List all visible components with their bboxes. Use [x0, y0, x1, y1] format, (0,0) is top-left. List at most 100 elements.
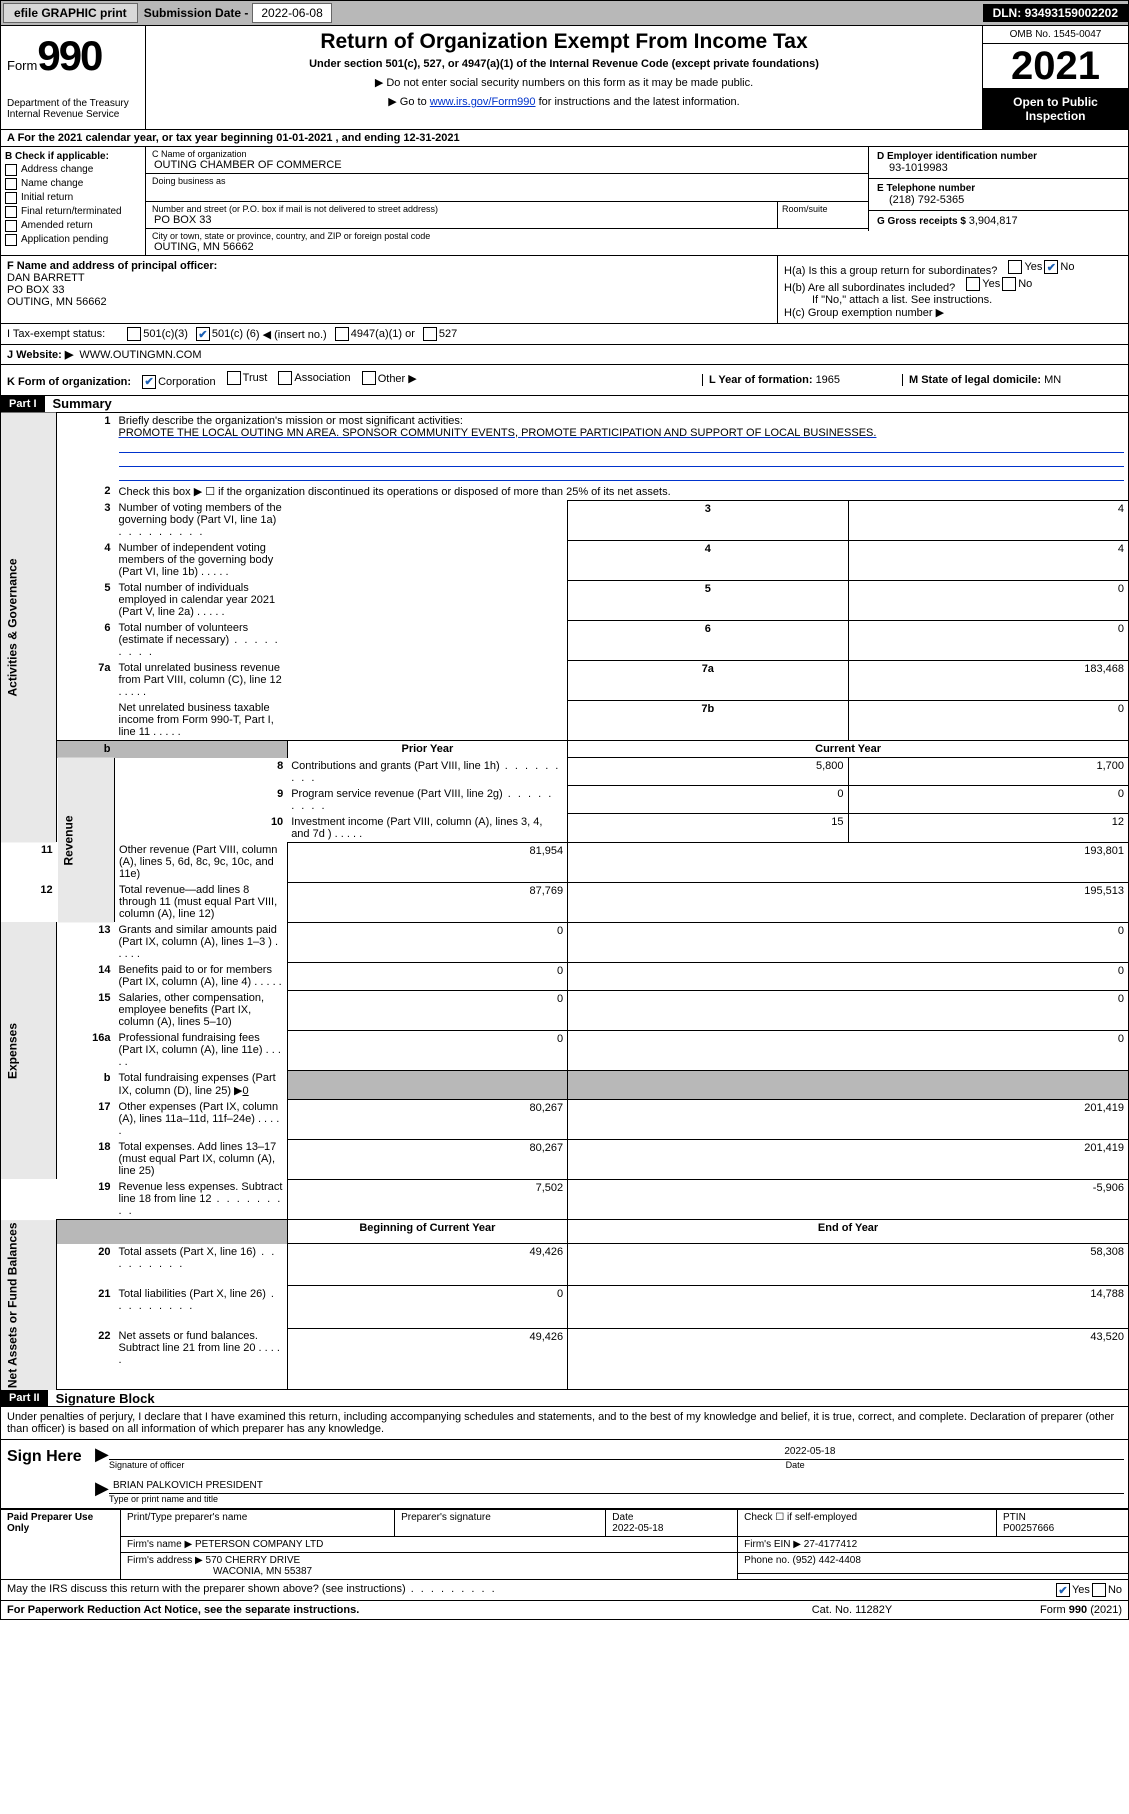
- c3-box[interactable]: [127, 327, 141, 341]
- hb-yes-box[interactable]: [966, 277, 980, 291]
- dept-treasury: Department of the Treasury Internal Reve…: [7, 98, 139, 120]
- l7b-val: 0: [848, 700, 1128, 741]
- row-fh: F Name and address of principal officer:…: [0, 256, 1129, 324]
- street-label: Number and street (or P.O. box if mail i…: [152, 204, 771, 214]
- k-other-box[interactable]: [362, 371, 376, 385]
- top-bar: efile GRAPHIC print Submission Date - 20…: [0, 0, 1129, 26]
- note-link: ▶ Go to www.irs.gov/Form990 for instruct…: [154, 95, 974, 108]
- submission-date-label: Submission Date -: [140, 6, 253, 20]
- hb-no-box[interactable]: [1002, 277, 1016, 291]
- b-label: B Check if applicable:: [5, 151, 141, 162]
- l4-val: 4: [848, 540, 1128, 580]
- side-expenses: Expenses: [1, 922, 57, 1179]
- submission-date: 2022-06-08: [252, 3, 331, 23]
- room-label: Room/suite: [782, 204, 864, 214]
- omb-number: OMB No. 1545-0047: [983, 26, 1128, 44]
- dba-label: Doing business as: [152, 176, 862, 186]
- signature-arrow-icon: ▶: [95, 1478, 109, 1504]
- discuss-row: May the IRS discuss this return with the…: [0, 1580, 1129, 1601]
- firm-phone: (952) 442-4408: [793, 1555, 861, 1566]
- l2: Check this box ▶ ☐ if the organization d…: [115, 483, 1129, 501]
- c6-box[interactable]: ✔: [196, 327, 210, 341]
- form-subtitle: Under section 501(c), 527, or 4947(a)(1)…: [154, 58, 974, 70]
- officer-name: DAN BARRETT: [7, 272, 771, 284]
- section-i: I Tax-exempt status: 501(c)(3) ✔ 501(c) …: [0, 324, 1129, 345]
- ha-no-box[interactable]: ✔: [1044, 260, 1058, 274]
- phone-label: E Telephone number: [877, 183, 1120, 194]
- section-m: M State of legal domicile: MN: [902, 374, 1122, 386]
- part1-header: Part I Summary: [0, 396, 1129, 413]
- paperwork-notice: For Paperwork Reduction Act Notice, see …: [7, 1604, 762, 1616]
- k-assoc-box[interactable]: [278, 371, 292, 385]
- check-pending[interactable]: [5, 234, 17, 246]
- firm-ein: 27-4177412: [804, 1539, 857, 1550]
- irs-link[interactable]: www.irs.gov/Form990: [430, 96, 536, 108]
- firm-addr2: WACONIA, MN 55387: [127, 1566, 312, 1577]
- k-trust-box[interactable]: [227, 371, 241, 385]
- l3-val: 4: [848, 500, 1128, 540]
- firm-addr1: 570 CHERRY DRIVE: [206, 1555, 301, 1566]
- sign-date: 2022-05-18: [784, 1446, 1120, 1457]
- section-h: H(a) Is this a group return for subordin…: [778, 256, 1128, 323]
- website-value: WWW.OUTINGMN.COM: [79, 349, 201, 361]
- section-j: J Website: ▶ WWW.OUTINGMN.COM: [0, 345, 1129, 365]
- section-c: C Name of organization OUTING CHAMBER OF…: [146, 147, 868, 255]
- l7a-val: 183,468: [848, 660, 1128, 700]
- l8-prior: 5,800: [568, 758, 848, 786]
- efile-button[interactable]: efile GRAPHIC print: [3, 3, 138, 23]
- form-word: Form: [7, 58, 37, 73]
- l5-val: 0: [848, 580, 1128, 620]
- col-current: Current Year: [568, 741, 1129, 758]
- tax-year: 2021: [983, 44, 1128, 89]
- side-activities: Activities & Governance: [1, 413, 57, 843]
- sign-here-block: Sign Here ▶ 2022-05-18 Signature of offi…: [0, 1440, 1129, 1509]
- name-label: C Name of organization: [152, 149, 862, 159]
- section-d: D Employer identification number 93-1019…: [868, 147, 1128, 255]
- phone-value: (218) 792-5365: [877, 194, 1120, 206]
- footer: For Paperwork Reduction Act Notice, see …: [0, 1601, 1129, 1620]
- col-prior: Prior Year: [287, 741, 567, 758]
- street-value: PO BOX 33: [152, 214, 771, 226]
- l8-cur: 1,700: [848, 758, 1128, 786]
- officer-addr2: OUTING, MN 56662: [7, 296, 771, 308]
- l1-label: Briefly describe the organization's miss…: [119, 415, 463, 427]
- ein-value: 93-1019983: [877, 162, 1120, 174]
- prep-date: 2022-05-18: [612, 1523, 663, 1534]
- check-final[interactable]: [5, 206, 17, 218]
- col-begin: Beginning of Current Year: [287, 1220, 567, 1244]
- section-b: B Check if applicable: Address change Na…: [1, 147, 146, 255]
- open-public: Open to Public Inspection: [983, 89, 1128, 129]
- period-row: A For the 2021 calendar year, or tax yea…: [0, 130, 1129, 147]
- signature-arrow-icon: ▶: [95, 1444, 109, 1470]
- check-initial[interactable]: [5, 192, 17, 204]
- preparer-block: Paid Preparer Use Only Print/Type prepar…: [0, 1509, 1129, 1580]
- firm-name: PETERSON COMPANY LTD: [195, 1539, 323, 1550]
- side-netassets: Net Assets or Fund Balances: [1, 1220, 57, 1390]
- org-name: OUTING CHAMBER OF COMMERCE: [152, 159, 862, 171]
- section-f: F Name and address of principal officer:…: [1, 256, 778, 323]
- hc: H(c) Group exemption number ▶: [784, 306, 1122, 319]
- form-title: Return of Organization Exempt From Incom…: [154, 30, 974, 54]
- gross-value: 3,904,817: [969, 215, 1018, 227]
- 4947-box[interactable]: [335, 327, 349, 341]
- check-amended[interactable]: [5, 220, 17, 232]
- city-label: City or town, state or province, country…: [152, 231, 862, 241]
- check-address[interactable]: [5, 164, 17, 176]
- signer-name: BRIAN PALKOVICH PRESIDENT: [113, 1480, 1120, 1491]
- dln: DLN: 93493159002202: [983, 4, 1128, 22]
- check-name[interactable]: [5, 178, 17, 190]
- side-revenue: Revenue: [57, 758, 115, 923]
- section-l: L Year of formation: 1965: [702, 374, 902, 386]
- form-header: Form990 Department of the Treasury Inter…: [0, 26, 1129, 130]
- ein-label: D Employer identification number: [877, 151, 1120, 162]
- preparer-label: Paid Preparer Use Only: [1, 1510, 121, 1580]
- discuss-yes-box[interactable]: ✔: [1056, 1583, 1070, 1597]
- note-ssn: ▶ Do not enter social security numbers o…: [154, 76, 974, 89]
- sign-here-label: Sign Here: [1, 1440, 91, 1508]
- k-corp-box[interactable]: ✔: [142, 375, 156, 389]
- ha-yes-box[interactable]: [1008, 260, 1022, 274]
- 527-box[interactable]: [423, 327, 437, 341]
- perjury-text: Under penalties of perjury, I declare th…: [0, 1407, 1129, 1440]
- section-klm: K Form of organization: ✔Corporation Tru…: [0, 365, 1129, 396]
- discuss-no-box[interactable]: [1092, 1583, 1106, 1597]
